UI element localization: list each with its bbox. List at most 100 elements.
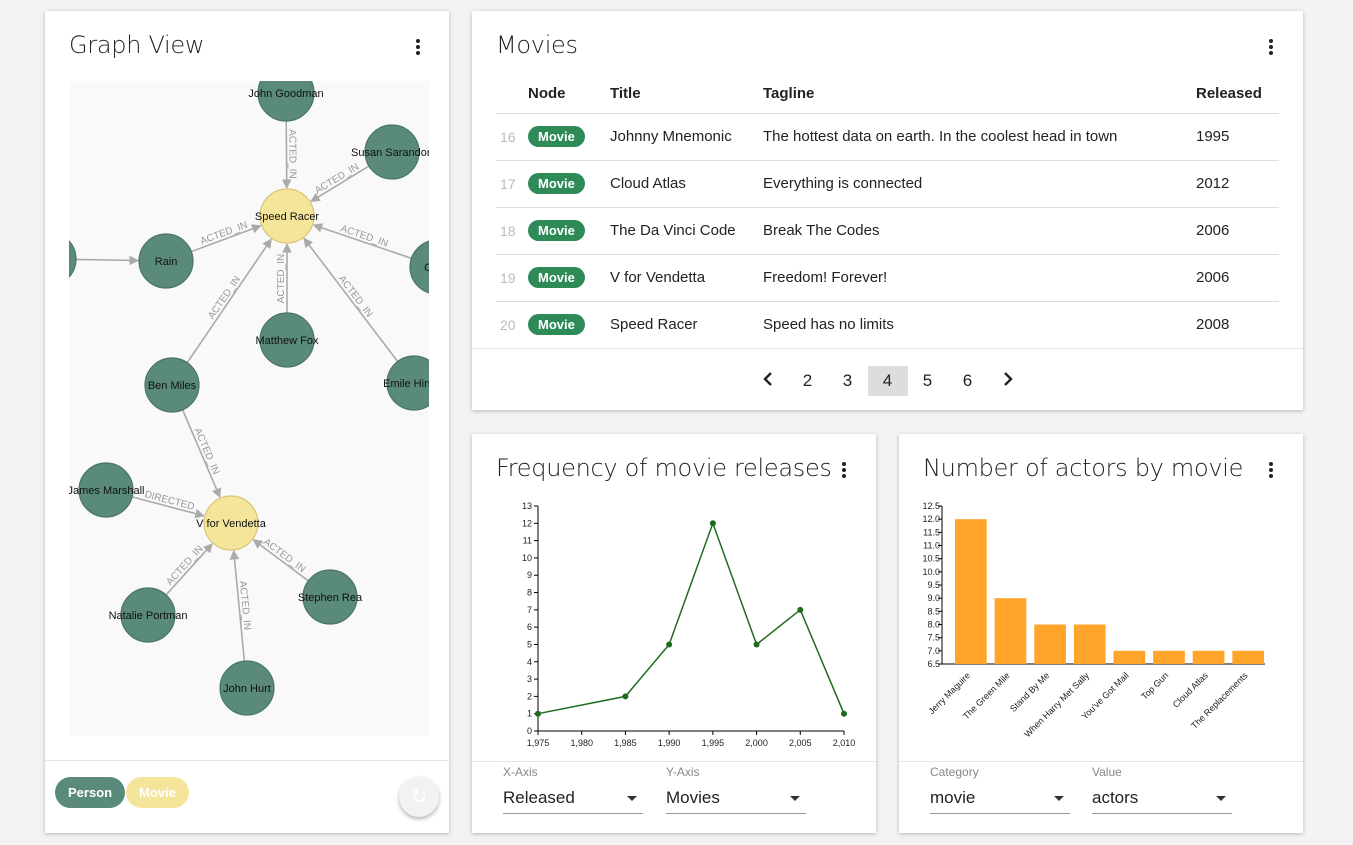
chevron-down-icon bbox=[1054, 796, 1064, 801]
y-tick-label: 7 bbox=[527, 605, 532, 615]
bar[interactable] bbox=[955, 519, 987, 664]
y-tick-label: 3 bbox=[527, 674, 532, 684]
page-4[interactable]: 4 bbox=[867, 366, 908, 396]
data-point[interactable] bbox=[666, 641, 673, 648]
graph-node-label: Ben Miles bbox=[148, 380, 197, 392]
graph-edge bbox=[281, 119, 292, 189]
page-5[interactable]: 5 bbox=[922, 371, 933, 390]
graph-svg[interactable]: ACTED_IN ACTED_IN ACTED_IN ACTED_IN ACTED_IN… bbox=[69, 81, 429, 736]
data-point[interactable] bbox=[709, 520, 716, 527]
legend-person[interactable]: Person bbox=[55, 777, 126, 808]
graph-node-person[interactable]: Stephen Rea bbox=[298, 569, 363, 625]
node-pill[interactable]: Movie bbox=[528, 314, 585, 335]
data-point[interactable] bbox=[753, 641, 760, 648]
graph-node-person[interactable]: Susan Sarandon bbox=[351, 124, 429, 180]
graph-node-person[interactable]: Chris bbox=[409, 240, 429, 294]
y-tick-label: 11.0 bbox=[923, 541, 940, 551]
graph-view-menu-icon[interactable] bbox=[408, 37, 428, 59]
col-tagline[interactable]: Tagline bbox=[763, 75, 1196, 114]
y-tick-label: 4 bbox=[527, 657, 532, 667]
category-value: movie bbox=[930, 788, 976, 807]
chevron-down-icon bbox=[790, 796, 800, 801]
tagline-cell: Everything is connected bbox=[763, 160, 1196, 208]
y-axis-select[interactable]: Movies bbox=[666, 784, 806, 814]
y-tick-label: 13 bbox=[522, 501, 532, 511]
graph-node-person[interactable]: Ben Miles bbox=[144, 357, 200, 413]
frequency-menu-icon[interactable] bbox=[834, 460, 854, 482]
graph-node-label: Chris bbox=[424, 262, 429, 274]
bar[interactable] bbox=[1232, 650, 1265, 664]
bar[interactable] bbox=[1034, 624, 1066, 665]
actors-card: Number of actors by movie 6.5 7.0 7.5 8.0 8.… bbox=[899, 434, 1303, 833]
graph-node-movie[interactable]: Speed Racer bbox=[255, 188, 320, 244]
category-select[interactable]: movie bbox=[930, 784, 1070, 814]
graph-node-person[interactable]: Matthew Fox bbox=[256, 312, 319, 368]
node-pill[interactable]: Movie bbox=[528, 173, 585, 194]
table-row[interactable]: 17 Movie Cloud Atlas Everything is connecte… bbox=[496, 160, 1279, 208]
col-released[interactable]: Released bbox=[1196, 75, 1279, 114]
data-point[interactable] bbox=[535, 710, 541, 717]
col-node[interactable]: Node bbox=[528, 75, 610, 114]
graph-node-person[interactable]: is bbox=[69, 232, 77, 286]
title-cell: Speed Racer bbox=[610, 301, 763, 349]
graph-node-person[interactable]: James Marshall bbox=[69, 462, 145, 518]
bar[interactable] bbox=[1113, 650, 1146, 664]
table-row[interactable]: 16 Movie Johnny Mnemonic The hottest data o… bbox=[496, 113, 1279, 161]
legend-movie[interactable]: Movie bbox=[126, 777, 189, 808]
page-2[interactable]: 2 bbox=[802, 371, 813, 390]
graph-node-person[interactable]: John Goodman bbox=[248, 81, 324, 122]
title-cell: V for Vendetta bbox=[610, 254, 763, 302]
next-page-icon[interactable] bbox=[988, 366, 1028, 396]
actors-title: Number of actors by movie bbox=[923, 454, 1244, 482]
bar[interactable] bbox=[1073, 624, 1106, 665]
graph-node-person[interactable]: Rain bbox=[138, 233, 194, 289]
node-pill[interactable]: Movie bbox=[528, 126, 585, 147]
refresh-icon[interactable]: ↻ bbox=[399, 777, 439, 817]
data-point[interactable] bbox=[797, 606, 804, 613]
col-title[interactable]: Title bbox=[610, 75, 763, 114]
graph-node-label: V for Vendetta bbox=[196, 518, 267, 530]
title-cell: Johnny Mnemonic bbox=[610, 113, 763, 161]
movies-menu-icon[interactable] bbox=[1261, 37, 1281, 59]
bar[interactable] bbox=[1153, 650, 1185, 664]
y-tick-label: 12.0 bbox=[922, 514, 940, 524]
bar[interactable] bbox=[1192, 650, 1225, 664]
graph-view-card: Graph View ACTED_IN ACTED_IN ACTED_IN ACTED… bbox=[45, 11, 449, 833]
category-label: Category bbox=[930, 765, 979, 779]
row-number: 19 bbox=[496, 254, 528, 302]
x-tick-label: 1,975 bbox=[527, 738, 550, 748]
data-point[interactable] bbox=[841, 710, 847, 717]
table-row[interactable]: 19 Movie V for Vendetta Freedom! Forever! 20… bbox=[496, 254, 1279, 302]
value-select[interactable]: actors bbox=[1092, 784, 1232, 814]
graph-node-label: Emile Hirsch bbox=[383, 378, 429, 390]
movies-card: Movies Node Title Tagline Released 16 Mov… bbox=[472, 11, 1303, 410]
y-axis-value: Movies bbox=[666, 788, 720, 807]
x-tick-label: 1,995 bbox=[702, 738, 725, 748]
graph-node-person[interactable]: Natalie Portman bbox=[109, 587, 188, 643]
graph-node-label: Matthew Fox bbox=[256, 335, 319, 347]
node-pill[interactable]: Movie bbox=[528, 220, 585, 241]
row-number: 18 bbox=[496, 207, 528, 255]
graph-canvas[interactable]: ACTED_IN ACTED_IN ACTED_IN ACTED_IN ACTED_IN… bbox=[69, 81, 429, 736]
bar[interactable] bbox=[994, 598, 1027, 664]
tagline-cell: Speed has no limits bbox=[763, 301, 1196, 349]
y-tick-label: 12 bbox=[522, 518, 532, 528]
actors-menu-icon[interactable] bbox=[1261, 460, 1281, 482]
page-6[interactable]: 6 bbox=[962, 371, 973, 390]
x-axis-select[interactable]: Released bbox=[503, 784, 643, 814]
table-row[interactable]: 20 Movie Speed Racer Speed has no limits 200… bbox=[496, 301, 1279, 349]
released-cell: 1995 bbox=[1196, 113, 1279, 161]
node-pill[interactable]: Movie bbox=[528, 267, 585, 288]
y-tick-label: 8 bbox=[527, 588, 532, 598]
data-point[interactable] bbox=[622, 693, 629, 700]
graph-edge bbox=[191, 224, 262, 253]
x-tick-label: 1,990 bbox=[658, 738, 681, 748]
graph-node-person[interactable]: Emile Hirsch bbox=[383, 355, 429, 411]
prev-page-icon[interactable] bbox=[748, 366, 788, 396]
graph-edge bbox=[303, 237, 399, 362]
graph-node-person[interactable]: John Hurt bbox=[219, 660, 275, 716]
page-3[interactable]: 3 bbox=[842, 371, 853, 390]
movies-title: Movies bbox=[496, 31, 578, 59]
graph-node-movie[interactable]: V for Vendetta bbox=[196, 495, 267, 551]
table-row[interactable]: 18 Movie The Da Vinci Code Break The Codes 2… bbox=[496, 207, 1279, 255]
